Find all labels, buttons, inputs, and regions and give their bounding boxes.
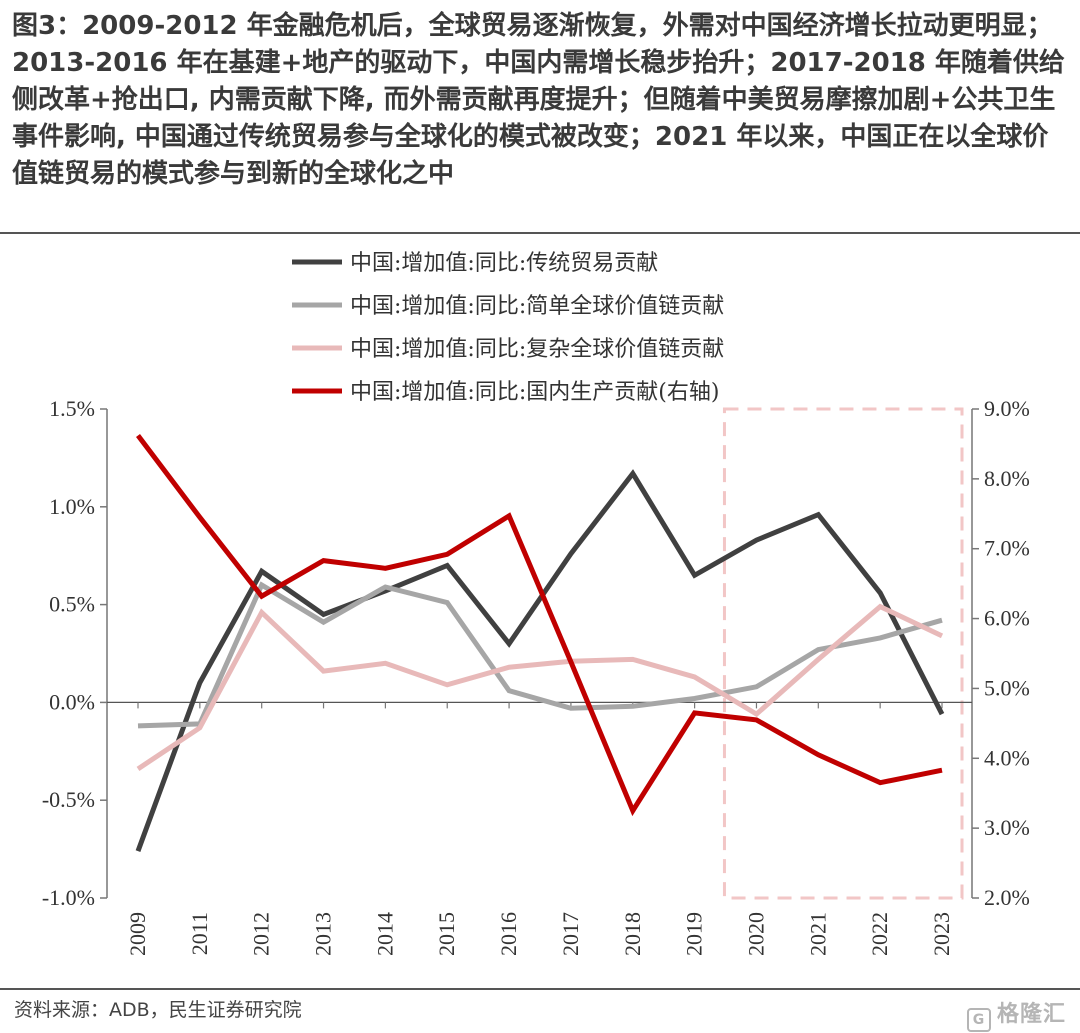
y-left-tick-label: 1.5% [49, 396, 95, 421]
x-tick-label: 2018 [620, 912, 645, 956]
watermark-text: 格隆汇 [996, 1002, 1066, 1027]
figure-title: 图3：2009-2012 年金融危机后，全球贸易逐渐恢复，外需对中国经济增长拉动… [12, 11, 1065, 189]
legend-label-domestic: 中国:增加值:同比:国内生产贡献(右轴) [350, 380, 719, 405]
bottom-divider [0, 988, 1080, 990]
y-right-tick-label: 7.0% [984, 536, 1030, 561]
y-left-tick-label: -1.0% [42, 885, 95, 910]
series-layer [135, 433, 945, 852]
x-tick-label: 2013 [311, 912, 336, 956]
x-tick-label: 2011 [187, 912, 212, 955]
legend-label-traditional: 中国:增加值:同比:传统贸易贡献 [350, 251, 658, 276]
legend-label-complex_gvc: 中国:增加值:同比:复杂全球价值链贡献 [350, 337, 724, 362]
y-right-tick-label: 5.0% [984, 675, 1030, 700]
axes-layer: 1.5% 1.0% 0.5% 0.0% -0.5% -1.0% 9.0% 8.0% 7.0% 6.… [42, 396, 1030, 956]
x-tick-label: 2022 [867, 912, 892, 956]
x-tick-label: 2020 [743, 912, 768, 956]
x-tick-label: 2012 [249, 912, 274, 956]
y-left-tick-label: 1.0% [49, 494, 95, 519]
y-right-tick-label: 6.0% [984, 606, 1030, 631]
source-note: 资料来源：ADB，民生证券研究院 [14, 999, 302, 1021]
legend-label-simple_gvc: 中国:增加值:同比:简单全球价值链贡献 [350, 294, 724, 319]
x-tick-label: 2021 [805, 912, 830, 956]
highlight-layer [722, 407, 964, 900]
legend: 中国:增加值:同比:传统贸易贡献中国:增加值:同比:简单全球价值链贡献中国:增加… [292, 251, 724, 405]
top-divider [0, 232, 1080, 234]
x-tick-label: 2016 [496, 912, 521, 956]
series-line-domestic [136, 433, 943, 817]
x-tick-label: 2019 [682, 912, 707, 956]
y-right-tick-label: 8.0% [984, 466, 1030, 491]
x-tick-label: 2015 [434, 912, 459, 956]
y-left-tick-label: 0.5% [49, 592, 95, 617]
x-tick-label: 2017 [558, 912, 583, 956]
series-line-complex_gvc [136, 603, 944, 771]
x-tick-label: 2014 [372, 912, 397, 956]
x-tick-label: 2023 [929, 912, 954, 956]
series-line-traditional [135, 469, 945, 852]
watermark-logo: G 格隆汇 [966, 996, 1066, 1032]
y-right-tick-label: 9.0% [984, 396, 1030, 421]
y-left-tick-label: -0.5% [42, 787, 95, 812]
y-right-tick-label: 2.0% [984, 885, 1030, 910]
x-tick-label: 2009 [125, 912, 150, 956]
highlight-box [722, 407, 964, 900]
line-chart: 1.5% 1.0% 0.5% 0.0% -0.5% -1.0% 9.0% 8.0% 7.0% 6.… [42, 251, 1030, 956]
y-right-tick-label: 3.0% [984, 815, 1030, 840]
watermark-icon: G [966, 1008, 991, 1032]
y-left-tick-label: 0.0% [49, 689, 95, 714]
y-right-tick-label: 4.0% [984, 745, 1030, 770]
